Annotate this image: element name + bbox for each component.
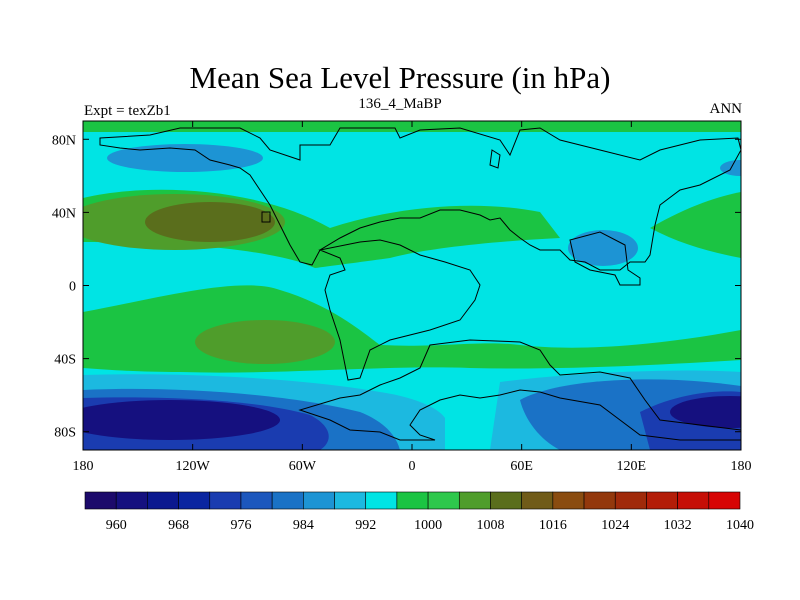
colorbar-bin-20 xyxy=(708,491,741,510)
colorbar-bin-8 xyxy=(334,491,367,510)
colorbar-bin-13 xyxy=(490,491,522,510)
colorbar-label-5: 1000 xyxy=(414,518,442,533)
colorbar-bin-18 xyxy=(646,491,678,510)
colorbar-bin-16 xyxy=(583,491,616,510)
colorbar-label-10: 1040 xyxy=(726,518,754,533)
season-label: ANN xyxy=(709,101,743,117)
colorbar-bin-4 xyxy=(209,491,242,510)
colorbar-bin-5 xyxy=(240,491,273,510)
colorbar-bin-9 xyxy=(365,491,398,510)
colorbar-bin-0 xyxy=(84,491,117,510)
x-tick-label-6: 180 xyxy=(731,459,752,474)
colorbar-bin-19 xyxy=(677,491,710,510)
continent-outlines xyxy=(99,127,741,441)
x-tick-label-1: 120W xyxy=(176,459,211,474)
colorbar-label-2: 976 xyxy=(230,518,251,533)
pressure-contours xyxy=(83,121,741,450)
colorbar-bin-3 xyxy=(178,491,211,510)
colorbar-label-7: 1016 xyxy=(539,518,567,533)
x-tick-label-0: 180 xyxy=(73,459,94,474)
colorbar-bin-1 xyxy=(115,491,148,510)
experiment-label: Expt = texZb1 xyxy=(84,103,171,119)
colorbar-label-0: 960 xyxy=(106,518,127,533)
y-tick-label-4: 80S xyxy=(54,426,76,441)
colorbar-label-1: 968 xyxy=(168,518,189,533)
colorbar-label-6: 1008 xyxy=(476,518,504,533)
colorbar-label-3: 984 xyxy=(293,518,314,533)
colorbar-bin-2 xyxy=(147,491,179,510)
chart-subtitle: 136_4_MaBP xyxy=(358,96,442,112)
colorbar-bin-7 xyxy=(303,491,335,510)
x-axis: 180 120W 60W 0 60E 120E 180 xyxy=(73,121,752,474)
x-tick-label-5: 120E xyxy=(617,459,647,474)
colorbar-bin-6 xyxy=(271,491,304,510)
colorbar-label-9: 1032 xyxy=(664,518,692,533)
colorbar-bin-17 xyxy=(614,491,647,510)
colorbar-bin-11 xyxy=(427,491,460,510)
colorbar: 960 968 976 984 992 1000 1008 1016 1024 1032 1040 xyxy=(84,491,754,533)
y-tick-label-3: 40S xyxy=(54,353,76,368)
colorbar-label-4: 992 xyxy=(355,518,376,533)
colorbar-bin-12 xyxy=(458,491,491,510)
y-tick-label-1: 40N xyxy=(52,206,76,221)
y-tick-label-0: 80N xyxy=(52,133,76,148)
x-tick-label-3: 0 xyxy=(409,459,416,474)
colorbar-bin-14 xyxy=(521,491,554,510)
chart-title: Mean Sea Level Pressure (in hPa) xyxy=(189,60,611,95)
x-tick-label-2: 60W xyxy=(289,459,317,474)
colorbar-label-8: 1024 xyxy=(601,518,629,533)
colorbar-bin-15 xyxy=(552,491,585,510)
y-tick-label-2: 0 xyxy=(69,280,76,295)
colorbar-bin-10 xyxy=(396,491,429,510)
x-tick-label-4: 60E xyxy=(510,459,533,474)
y-axis: 80N 40N 0 40S 80S xyxy=(52,133,741,441)
